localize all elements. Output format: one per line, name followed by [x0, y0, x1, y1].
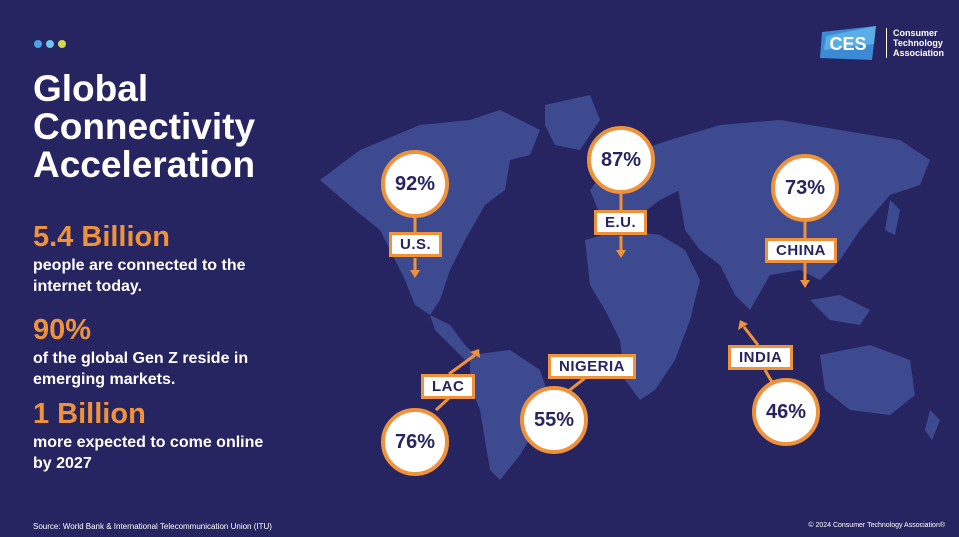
stat-value: 1 Billion — [33, 398, 146, 430]
dot-blue — [34, 40, 42, 48]
logo-line-1: Consumer — [893, 28, 938, 38]
logo-line-2: Technology — [893, 38, 943, 48]
bubble-china: 73% — [771, 154, 839, 222]
map-new-zealand — [925, 410, 940, 440]
map-greenland — [545, 95, 600, 150]
decorative-dots — [34, 40, 66, 48]
bubble-lac: 76% — [381, 408, 449, 476]
map-japan — [885, 200, 900, 235]
logo-line-3: Association — [893, 48, 945, 58]
tag-india: INDIA — [728, 345, 794, 370]
map-africa — [585, 230, 700, 400]
map-southeast-asia — [810, 295, 870, 325]
tag-nigeria: NIGERIA — [548, 354, 637, 379]
title-line-1: Global — [33, 68, 149, 109]
source-note: Source: World Bank & International Telec… — [33, 522, 272, 531]
map-south-america — [470, 350, 550, 480]
stat-expected: 1 Billion more expected to come online b… — [33, 398, 283, 474]
tag-china: CHINA — [765, 238, 837, 263]
tag-eu: E.U. — [594, 210, 648, 235]
cta-logo-text: Consumer Technology Association — [886, 28, 944, 58]
map-central-america — [430, 315, 475, 360]
copyright-note: © 2024 Consumer Technology Association® — [808, 522, 945, 529]
tag-lac: LAC — [421, 374, 476, 399]
stat-description: more expected to come online by 2027 — [33, 434, 264, 472]
bubble-us: 92% — [381, 150, 449, 218]
map-australia — [820, 345, 915, 415]
ces-logo-icon: CES — [820, 26, 876, 60]
svg-text:CES: CES — [829, 34, 866, 54]
title-line-3: Acceleration — [33, 144, 256, 185]
dot-light-blue — [46, 40, 54, 48]
bubble-eu: 87% — [587, 126, 655, 194]
stat-value: 5.4 Billion — [33, 221, 170, 253]
world-map — [320, 95, 940, 480]
bubble-nigeria: 55% — [520, 386, 588, 454]
stat-description: people are connected to the internet tod… — [33, 257, 246, 295]
page-title: Global Connectivity Acceleration — [33, 70, 333, 184]
stat-gen-z: 90% of the global Gen Z reside in emergi… — [33, 314, 283, 390]
title-line-2: Connectivity — [33, 106, 256, 147]
stat-description: of the global Gen Z reside in emerging m… — [33, 350, 249, 388]
tag-us: U.S. — [389, 232, 443, 257]
stat-value: 90% — [33, 314, 92, 346]
stat-connected: 5.4 Billion people are connected to the … — [33, 221, 283, 297]
bubble-india: 46% — [752, 378, 820, 446]
cta-logo: CES Consumer Technology Association — [818, 24, 944, 62]
dot-yellow — [58, 40, 66, 48]
